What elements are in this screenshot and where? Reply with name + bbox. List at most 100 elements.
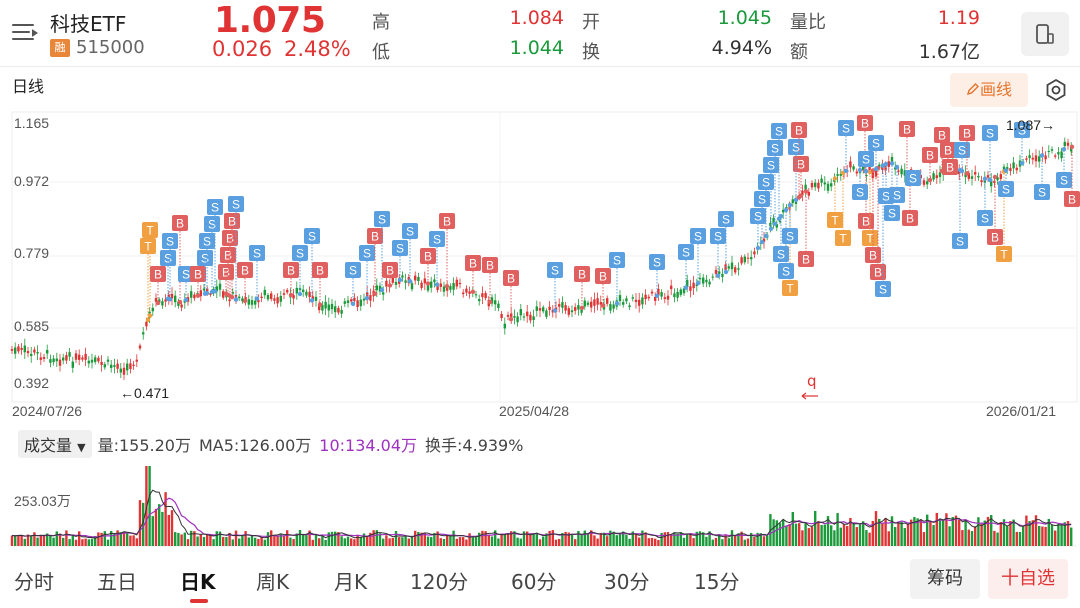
- sell-marker[interactable]: S: [884, 161, 900, 221]
- sell-marker[interactable]: S: [690, 228, 706, 286]
- buy-marker[interactable]: B: [574, 266, 590, 310]
- svg-text:B: B: [224, 249, 232, 263]
- t-marker[interactable]: T: [140, 238, 156, 323]
- sell-marker[interactable]: S: [977, 176, 993, 226]
- candle: [702, 277, 705, 284]
- buy-marker[interactable]: B: [959, 125, 975, 176]
- buy-marker[interactable]: B: [987, 174, 1003, 245]
- tab-120min[interactable]: 120分: [410, 570, 469, 594]
- buy-marker[interactable]: B: [791, 122, 807, 200]
- add-watchlist-button[interactable]: 十自选: [988, 559, 1068, 599]
- buy-marker[interactable]: B: [798, 189, 814, 267]
- sell-marker[interactable]: S: [292, 245, 308, 297]
- sell-marker[interactable]: S: [771, 123, 787, 221]
- t-marker[interactable]: T: [835, 170, 851, 246]
- sell-marker[interactable]: S: [547, 262, 563, 313]
- sell-marker[interactable]: S: [609, 252, 625, 306]
- volume-bar: [906, 523, 910, 546]
- buy-marker[interactable]: B: [150, 266, 166, 306]
- sell-marker[interactable]: S: [207, 199, 223, 294]
- tab-monthly-k[interactable]: 月K: [334, 570, 368, 594]
- volume-chart[interactable]: 253.03万: [0, 460, 1080, 552]
- buy-marker[interactable]: B: [870, 165, 886, 280]
- sell-marker[interactable]: S: [778, 207, 794, 279]
- buy-marker[interactable]: B: [1064, 144, 1080, 207]
- tab-daily-k[interactable]: 日K: [180, 570, 216, 594]
- buy-marker[interactable]: B: [482, 257, 498, 305]
- sell-marker[interactable]: S: [1014, 122, 1030, 166]
- buy-marker[interactable]: B: [439, 213, 455, 289]
- buy-marker[interactable]: B: [367, 228, 383, 296]
- sell-marker[interactable]: S: [952, 167, 968, 249]
- sell-marker[interactable]: S: [249, 245, 265, 301]
- t-marker[interactable]: T: [862, 169, 878, 246]
- buy-marker[interactable]: B: [942, 159, 958, 175]
- sell-marker[interactable]: S: [402, 223, 418, 284]
- chips-button[interactable]: 筹码: [910, 559, 980, 599]
- tab-30min[interactable]: 30分: [604, 570, 650, 594]
- sell-marker[interactable]: S: [782, 202, 798, 244]
- tab-15min[interactable]: 15分: [694, 570, 740, 594]
- t-marker[interactable]: T: [827, 176, 843, 228]
- sell-marker[interactable]: S: [199, 233, 215, 296]
- buy-marker[interactable]: B: [172, 215, 188, 305]
- tab-60min[interactable]: 60分: [511, 570, 557, 594]
- signal-marker-icon[interactable]: q: [801, 372, 818, 400]
- sell-marker[interactable]: S: [162, 233, 178, 302]
- sell-marker[interactable]: S: [954, 142, 970, 174]
- buy-marker[interactable]: B: [190, 266, 206, 298]
- tab-five-day[interactable]: 五日: [97, 570, 137, 594]
- sell-marker[interactable]: S: [852, 167, 868, 200]
- buy-marker[interactable]: B: [237, 262, 253, 304]
- sell-marker[interactable]: S: [1034, 153, 1050, 200]
- sell-marker[interactable]: S: [374, 211, 390, 293]
- buy-marker[interactable]: B: [865, 168, 881, 263]
- sell-marker[interactable]: S: [982, 125, 998, 183]
- sell-marker[interactable]: S: [678, 244, 694, 290]
- buy-marker[interactable]: B: [420, 248, 436, 286]
- volume-bar: [842, 523, 846, 546]
- sell-marker[interactable]: S: [392, 240, 408, 283]
- sell-marker[interactable]: S: [228, 196, 244, 302]
- tab-intraday[interactable]: 分时: [14, 570, 54, 594]
- sell-marker[interactable]: S: [304, 228, 320, 303]
- sell-marker[interactable]: S: [160, 250, 176, 301]
- sell-marker[interactable]: S: [1056, 146, 1072, 188]
- sell-marker[interactable]: S: [649, 254, 665, 298]
- indicator-select[interactable]: 成交量 ▼: [18, 430, 92, 458]
- sell-marker[interactable]: S: [788, 139, 804, 203]
- buy-marker[interactable]: B: [465, 255, 481, 294]
- sell-marker[interactable]: S: [773, 214, 789, 262]
- sell-marker[interactable]: S: [838, 120, 854, 173]
- sell-marker[interactable]: S: [710, 228, 726, 278]
- sell-marker[interactable]: S: [875, 163, 891, 297]
- landscape-button[interactable]: [1021, 12, 1069, 56]
- candle: [695, 284, 698, 287]
- sell-marker[interactable]: S: [345, 262, 361, 307]
- sell-marker[interactable]: S: [718, 211, 734, 275]
- sell-marker[interactable]: S: [905, 170, 921, 186]
- sell-marker[interactable]: S: [204, 216, 220, 295]
- sell-marker[interactable]: S: [889, 164, 905, 203]
- sell-marker[interactable]: S: [998, 168, 1014, 197]
- buy-marker[interactable]: B: [922, 147, 938, 183]
- buy-marker[interactable]: B: [312, 262, 328, 307]
- sell-marker[interactable]: S: [858, 151, 874, 174]
- candle: [625, 298, 628, 302]
- settings-icon[interactable]: [1043, 77, 1069, 103]
- sell-marker[interactable]: S: [868, 135, 884, 172]
- buy-marker[interactable]: B: [283, 262, 299, 298]
- buy-marker[interactable]: B: [595, 268, 611, 308]
- sell-marker[interactable]: S: [359, 245, 375, 301]
- svg-text:B: B: [797, 158, 805, 172]
- candle: [849, 161, 852, 168]
- sell-marker[interactable]: S: [758, 174, 774, 239]
- candle: [897, 170, 900, 172]
- draw-line-button[interactable]: 画线: [950, 73, 1028, 107]
- tab-weekly-k[interactable]: 周K: [256, 570, 290, 594]
- buy-marker[interactable]: B: [382, 262, 398, 288]
- menu-icon[interactable]: [12, 20, 40, 44]
- sell-marker[interactable]: S: [429, 231, 445, 287]
- buy-marker[interactable]: B: [503, 270, 519, 322]
